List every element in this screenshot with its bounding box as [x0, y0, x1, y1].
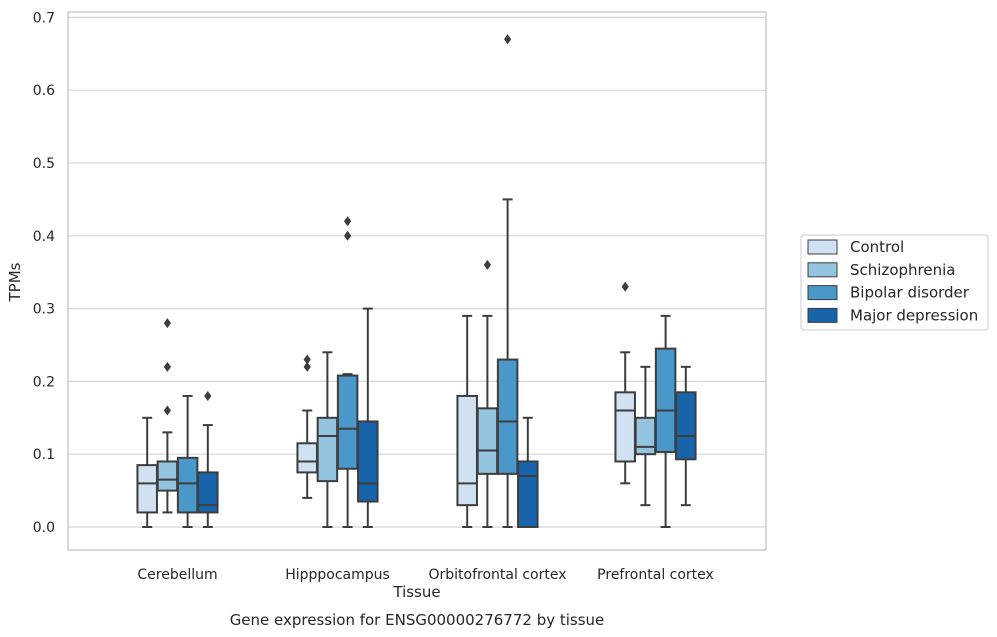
x-tick-label: Cerebellum — [137, 567, 217, 583]
box-major-depression — [197, 390, 219, 528]
legend-label: Major depression — [850, 306, 978, 324]
box-series — [136, 34, 697, 529]
chart-caption: Gene expression for ENSG00000276772 by t… — [230, 611, 605, 629]
y-tick-label: 0.3 — [33, 302, 55, 318]
box-schizophrenia — [476, 259, 499, 528]
box-body — [136, 464, 158, 514]
y-tick-label: 0.6 — [33, 83, 55, 99]
box-bipolar-disorder — [654, 314, 677, 528]
outlier-point — [163, 318, 171, 329]
plot-frame — [67, 11, 767, 551]
legend-swatch — [807, 239, 838, 255]
box-body — [517, 460, 539, 529]
y-tick-label: 0.0 — [33, 520, 55, 536]
legend-swatch — [807, 285, 838, 301]
box-schizophrenia — [156, 318, 179, 514]
box-bipolar-disorder — [176, 394, 199, 528]
box-schizophrenia — [316, 351, 339, 528]
y-tick-label: 0.1 — [33, 447, 55, 463]
y-axis-label: TPMs — [6, 262, 24, 302]
box-body — [614, 391, 636, 463]
box-bipolar-disorder — [336, 216, 359, 528]
outlier-point — [621, 281, 629, 292]
y-tick-label: 0.2 — [33, 374, 55, 390]
box-schizophrenia — [634, 365, 657, 507]
box-major-depression — [675, 365, 697, 507]
outlier-point — [303, 361, 311, 372]
x-tick-label: Orbitofrontal cortex — [429, 567, 567, 583]
outlier-point — [163, 405, 171, 416]
box-body — [296, 442, 318, 474]
outlier-point — [483, 259, 491, 270]
outlier-point — [204, 390, 212, 401]
box-body — [316, 416, 339, 483]
box-major-depression — [357, 307, 379, 528]
x-tick-labels: Cerebellum Hipppocampus Orbitofrontal cort… — [137, 567, 713, 583]
box-control — [296, 354, 318, 499]
y-tick-labels: 0.0 0.1 0.2 0.3 0.4 0.5 0.6 0.7 — [33, 10, 55, 536]
legend-label: Schizophrenia — [850, 261, 955, 279]
outlier-point — [303, 354, 311, 365]
legend-swatch — [807, 262, 838, 278]
legend-label: Bipolar disorder — [850, 284, 970, 302]
y-tick-label: 0.7 — [33, 10, 55, 26]
box-control — [136, 416, 158, 528]
y-tick-label: 0.5 — [33, 156, 55, 172]
outlier-point — [163, 361, 171, 372]
y-tick-label: 0.4 — [33, 229, 55, 245]
box-bipolar-disorder — [496, 34, 519, 528]
box-body — [476, 407, 499, 475]
box-body — [176, 456, 199, 514]
legend-frame — [800, 234, 989, 331]
box-body — [675, 391, 697, 461]
box-body — [197, 471, 219, 514]
legend-label: Control — [850, 238, 904, 256]
legend: Control Schizophrenia Bipolar disorder Majo… — [800, 234, 989, 331]
box-body — [156, 460, 179, 492]
box-body — [634, 416, 657, 456]
x-tick-label: Hipppocampus — [285, 567, 390, 583]
box-body — [496, 358, 519, 475]
box-body — [456, 394, 478, 507]
outlier-point — [344, 230, 352, 241]
box-body — [357, 420, 379, 503]
box-control — [614, 281, 636, 485]
box-major-depression — [517, 416, 539, 529]
box-control — [456, 314, 478, 528]
outlier-point — [344, 216, 352, 227]
grid-lines — [68, 16, 766, 528]
box-body — [336, 374, 359, 470]
x-tick-label: Prefrontal cortex — [597, 567, 714, 583]
box-body — [654, 347, 677, 454]
x-axis-label: Tissue — [392, 583, 440, 601]
legend-swatch — [807, 307, 838, 323]
outlier-point — [504, 34, 512, 45]
